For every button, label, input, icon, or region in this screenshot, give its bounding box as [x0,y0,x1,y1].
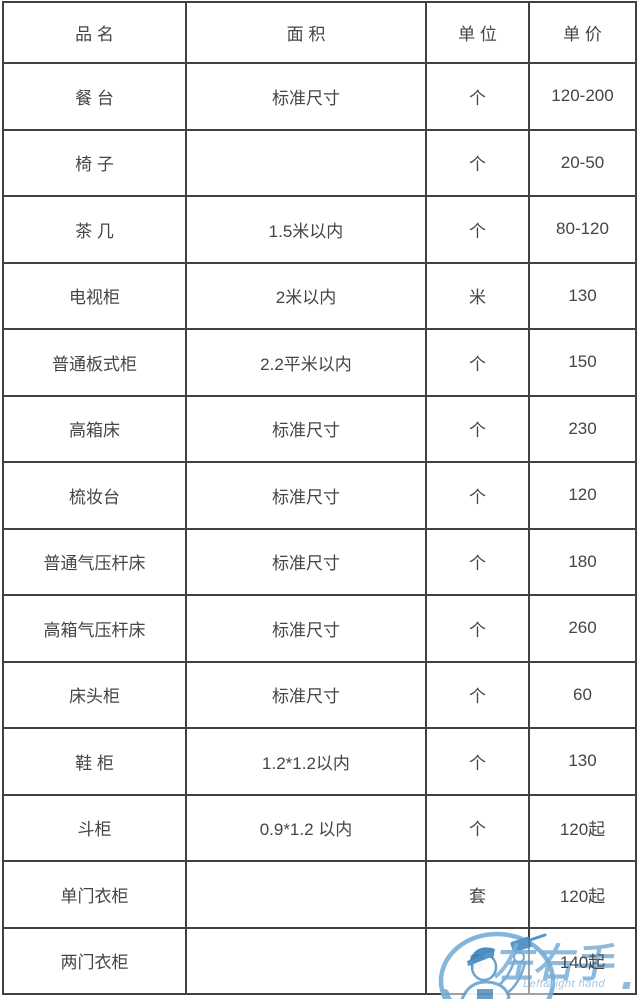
cell-price: 80-120 [528,195,637,264]
cell-price: 260 [528,594,637,663]
table-row: 餐 台 标准尺寸 个 120-200 [2,62,637,131]
cell-area [185,128,427,197]
cell-name: 茶 几 [2,195,187,264]
table-row: 茶 几 1.5米以内 个 80-120 [2,195,637,264]
cell-area: 2米以内 [185,261,427,330]
cell-area: 标准尺寸 [185,62,427,131]
cell-area: 标准尺寸 [185,660,427,729]
cell-unit: 个 [425,461,530,530]
cell-area [185,860,427,929]
cell-name: 单门衣柜 [2,860,187,929]
col-header-price: 单 价 [528,1,637,64]
cell-price: 120-200 [528,62,637,131]
table-row: 两门衣柜 套 140起 [2,926,637,995]
table-header-row: 品 名 面 积 单 位 单 价 [2,1,637,64]
cell-area: 0.9*1.2 以内 [185,793,427,862]
table-row: 高箱床 标准尺寸 个 230 [2,394,637,463]
cell-price: 130 [528,261,637,330]
cell-area: 标准尺寸 [185,394,427,463]
cell-price: 60 [528,660,637,729]
cell-unit: 个 [425,394,530,463]
cell-unit: 个 [425,594,530,663]
table-row: 椅 子 个 20-50 [2,128,637,197]
cell-unit: 套 [425,860,530,929]
cell-unit: 个 [425,727,530,796]
cell-price: 120起 [528,793,637,862]
table-row: 电视柜 2米以内 米 130 [2,261,637,330]
cell-name: 鞋 柜 [2,727,187,796]
cell-area: 标准尺寸 [185,594,427,663]
cell-price: 230 [528,394,637,463]
cell-price-value: 140起 [559,953,606,973]
cell-area: 标准尺寸 [185,461,427,530]
cell-name: 梳妆台 [2,461,187,530]
cell-price: 130 [528,727,637,796]
table-row: 普通板式柜 2.2平米以内 个 150 [2,328,637,397]
cell-name: 床头柜 [2,660,187,729]
cell-unit: 个 [425,62,530,131]
cell-name: 斗柜 [2,793,187,862]
cell-price: 140起 [528,926,637,995]
cell-unit: 套 [425,926,530,995]
table-row: 普通气压杆床 标准尺寸 个 180 [2,527,637,596]
cell-name: 电视柜 [2,261,187,330]
cell-area: 1.5米以内 [185,195,427,264]
cell-unit: 个 [425,195,530,264]
table-row: 鞋 柜 1.2*1.2以内 个 130 [2,727,637,796]
cell-unit: 个 [425,527,530,596]
cell-price: 120起 [528,860,637,929]
col-header-name: 品 名 [2,1,187,64]
cell-name: 餐 台 [2,62,187,131]
cell-price: 150 [528,328,637,397]
cell-name: 高箱床 [2,394,187,463]
cell-unit: 米 [425,261,530,330]
cell-price: 180 [528,527,637,596]
cell-unit: 个 [425,128,530,197]
table-row: 单门衣柜 套 120起 [2,860,637,929]
cell-area: 1.2*1.2以内 [185,727,427,796]
table-row: 高箱气压杆床 标准尺寸 个 260 [2,594,637,663]
cell-name: 普通气压杆床 [2,527,187,596]
table-row: 床头柜 标准尺寸 个 60 [2,660,637,729]
cell-area [185,926,427,995]
col-header-area: 面 积 [185,1,427,64]
cell-name: 普通板式柜 [2,328,187,397]
cell-area: 2.2平米以内 [185,328,427,397]
cell-name: 两门衣柜 [2,926,187,995]
col-header-unit: 单 位 [425,1,530,64]
table-row: 梳妆台 标准尺寸 个 120 [2,461,637,530]
cell-price: 120 [528,461,637,530]
cell-name: 椅 子 [2,128,187,197]
table-row: 斗柜 0.9*1.2 以内 个 120起 [2,793,637,862]
cell-price: 20-50 [528,128,637,197]
cell-unit: 个 [425,793,530,862]
cell-area: 标准尺寸 [185,527,427,596]
cell-unit: 个 [425,660,530,729]
cell-name: 高箱气压杆床 [2,594,187,663]
cell-unit: 个 [425,328,530,397]
